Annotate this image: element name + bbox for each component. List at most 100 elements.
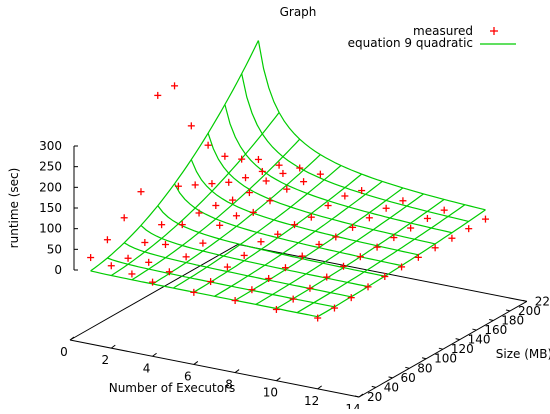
surface-grid	[90, 40, 486, 318]
surface-line-executors	[90, 40, 259, 272]
y-axis-label: Size (MB)	[496, 347, 550, 361]
measured-point	[448, 234, 456, 242]
axes	[69, 146, 528, 398]
measured-point	[341, 192, 349, 200]
surface-line-executors	[255, 193, 424, 305]
measured-point	[216, 221, 224, 229]
x-tick-mark	[193, 361, 199, 365]
surface-line-executors	[172, 165, 342, 289]
y-tick-mark	[421, 357, 427, 360]
measured-point	[274, 230, 282, 238]
measured-point	[207, 278, 215, 286]
measured-point	[465, 225, 473, 233]
y-tick-label: 100	[434, 352, 457, 366]
measured-point	[431, 244, 439, 252]
measured-point	[300, 178, 308, 186]
measured-point	[165, 268, 173, 276]
measured-point	[323, 273, 331, 281]
z-tick-label: 0	[54, 263, 62, 277]
measured-point	[423, 214, 431, 222]
x-tick-mark	[234, 369, 240, 373]
measured-point	[296, 164, 304, 172]
measured-point	[399, 197, 407, 205]
measured-point	[124, 254, 132, 262]
measured-point	[298, 252, 306, 260]
measured-point	[315, 240, 323, 248]
measured-point	[349, 223, 357, 231]
measured-point	[190, 288, 198, 296]
measured-point	[440, 206, 448, 214]
surface-line-size	[207, 133, 436, 245]
measured-point	[373, 243, 381, 251]
measured-point	[171, 82, 179, 90]
measured-point	[306, 284, 314, 292]
y-tick-mark	[405, 366, 410, 369]
measured-point	[174, 182, 182, 190]
measured-point	[107, 262, 115, 270]
measured-point	[248, 286, 256, 294]
y-tick-mark	[522, 299, 527, 302]
x-tick-label: 2	[101, 353, 109, 367]
y-tick-label: 220	[535, 294, 550, 308]
measured-point	[275, 161, 283, 169]
x-tick-label: 4	[143, 361, 151, 375]
x-tick-label: 6	[184, 369, 192, 383]
x-tick-mark	[110, 344, 116, 349]
z-axis-label: runtime (sec)	[7, 168, 21, 249]
measured-point	[254, 155, 262, 163]
measured-point	[87, 254, 95, 262]
surface-line-size	[140, 224, 369, 288]
y-tick-mark	[354, 395, 360, 398]
measured-point	[398, 263, 406, 271]
measured-point	[245, 189, 253, 197]
measured-point	[195, 209, 203, 217]
z-tick-label: 100	[39, 222, 62, 236]
surface-line-executors	[193, 173, 362, 293]
y-tick-mark	[489, 319, 494, 321]
measured-point	[158, 221, 166, 229]
x-axis-line	[69, 339, 360, 398]
surface-line-size	[123, 242, 352, 298]
measured-point	[249, 208, 257, 216]
measured-point	[340, 262, 348, 270]
measured-point	[137, 188, 145, 196]
chart-title: Graph	[280, 5, 317, 19]
y-tick-label: 40	[384, 380, 399, 394]
measured-point	[390, 234, 398, 242]
measured-point	[120, 214, 128, 222]
measured-point	[347, 294, 355, 302]
y-axis-line	[358, 300, 528, 398]
x-tick-label: 8	[225, 378, 233, 392]
measured-point	[272, 305, 280, 313]
y-tick-mark	[388, 376, 393, 379]
measured-point	[221, 152, 229, 160]
measured-point	[199, 239, 207, 247]
measured-point	[307, 213, 315, 221]
measured-point	[283, 185, 291, 193]
measured-point	[265, 274, 273, 282]
measured-point	[212, 202, 220, 209]
surface-line-executors	[296, 204, 466, 314]
x-tick-mark	[317, 385, 322, 390]
measured-point	[191, 181, 199, 189]
back-floor-edge	[69, 243, 239, 341]
x-tick-label: 14	[345, 402, 360, 409]
measured-point	[266, 197, 274, 205]
y-tick-label: 20	[367, 390, 382, 404]
measured-point	[381, 272, 389, 280]
measured-point	[332, 233, 340, 241]
measured-point	[232, 212, 240, 220]
legend-swatch-measured	[490, 27, 498, 35]
surface-line-size	[257, 40, 486, 211]
x-tick-mark	[152, 352, 157, 357]
measured-point	[291, 221, 299, 229]
y-tick-mark	[505, 309, 511, 312]
measured-point	[365, 214, 373, 222]
measured-point	[382, 204, 390, 212]
points-layer	[87, 82, 489, 322]
x-tick-label: 12	[304, 394, 319, 408]
legend: measured equation 9 quadratic	[348, 24, 516, 50]
measured-point	[481, 215, 489, 223]
